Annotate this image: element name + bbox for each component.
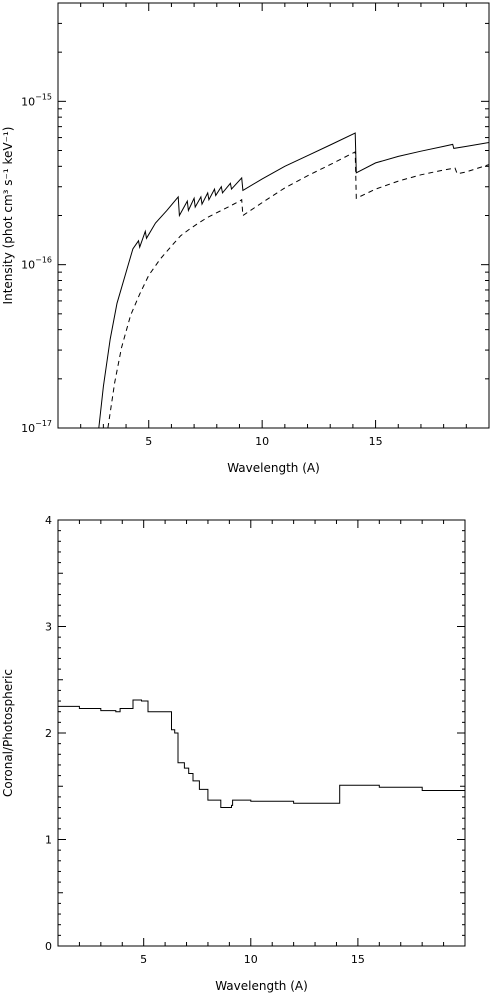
chart-bottom-ratio: 5 10 15 0 1 2 3 4 Wavelength (A) Coronal/Photosph… (1, 514, 466, 993)
chart1-y-tick-label: 0 (45, 940, 52, 953)
chart0-x-tick-label: 15 (369, 435, 383, 448)
chart1-x-tick-label: 5 (140, 953, 147, 966)
chart0-x-tick-label: 10 (255, 435, 269, 448)
chart1-x-axis-label: Wavelength (A) (215, 979, 308, 993)
chart0-series-0-solid (98, 132, 489, 428)
chart0-y-tick-label: 10−17 (21, 419, 52, 435)
chart0-y-tick-label: 10−16 (21, 256, 52, 272)
chart0-plot-frame (57, 2, 490, 429)
chart1-y-tick-label: 1 (45, 834, 52, 847)
chart1-y-tick-label: 2 (45, 727, 52, 740)
chart1-y-tick-label: 4 (45, 514, 52, 527)
chart0-x-tick-label: 5 (145, 435, 152, 448)
chart-top-intensity: 5 10 15 10−17 10−16 10−15 Wavelength (A) Intens… (1, 2, 490, 475)
chart1-x-tick-label: 15 (351, 953, 365, 966)
chart1-series-0-step (58, 699, 465, 808)
chart1-y-axis-label: Coronal/Photospheric (1, 669, 15, 797)
chart1-y-tick-label: 3 (45, 621, 52, 634)
chart0-x-axis-label: Wavelength (A) (227, 461, 320, 475)
chart1-plot-frame (57, 519, 466, 947)
chart0-series-1-dashed (107, 151, 489, 428)
chart0-y-axis-label: Intensity (phot cm³ s⁻¹ keV⁻¹) (1, 127, 15, 305)
chart1-x-tick-label: 10 (244, 953, 258, 966)
chart0-y-tick-label: 10−15 (21, 92, 52, 108)
